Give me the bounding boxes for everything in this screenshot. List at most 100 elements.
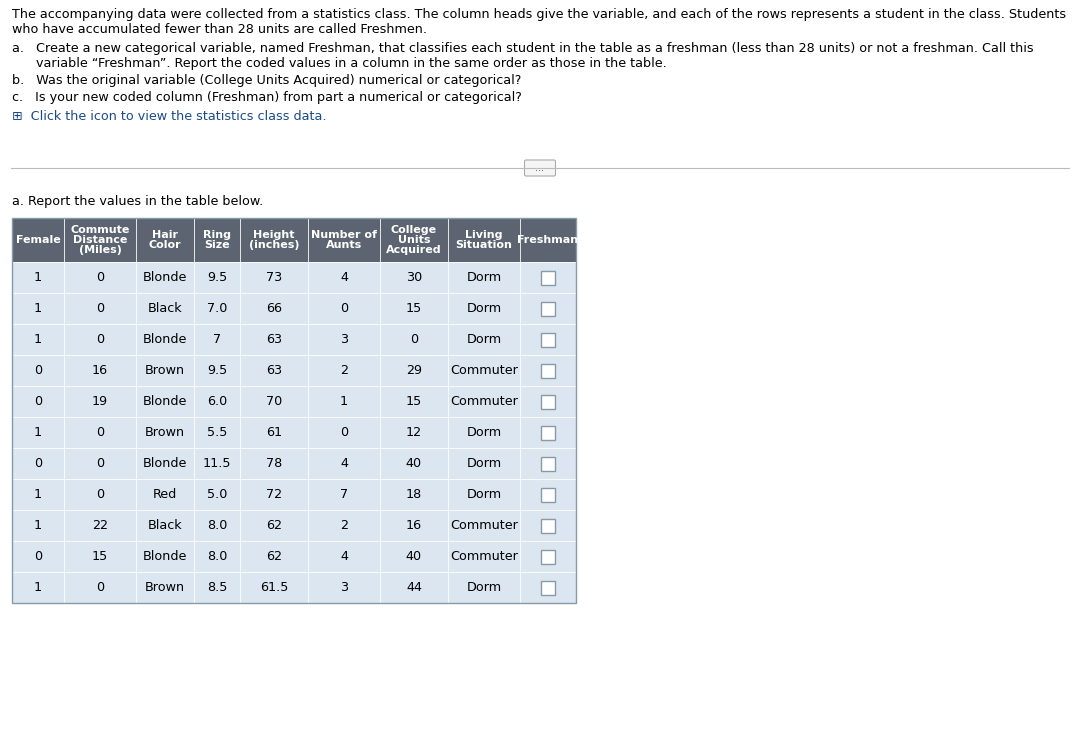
- FancyBboxPatch shape: [519, 510, 576, 541]
- FancyBboxPatch shape: [380, 417, 448, 448]
- Text: Brown: Brown: [145, 364, 185, 377]
- Text: 70: 70: [266, 395, 282, 408]
- FancyBboxPatch shape: [12, 324, 64, 355]
- FancyBboxPatch shape: [308, 218, 380, 262]
- FancyBboxPatch shape: [64, 218, 136, 262]
- FancyBboxPatch shape: [448, 218, 519, 262]
- FancyBboxPatch shape: [308, 293, 380, 324]
- FancyBboxPatch shape: [64, 262, 136, 293]
- Text: ...: ...: [536, 163, 544, 173]
- FancyBboxPatch shape: [240, 293, 308, 324]
- FancyBboxPatch shape: [240, 218, 308, 262]
- FancyBboxPatch shape: [541, 581, 555, 594]
- Text: 1: 1: [340, 395, 348, 408]
- FancyBboxPatch shape: [240, 355, 308, 386]
- Text: Freshman: Freshman: [517, 235, 579, 245]
- Text: 1: 1: [33, 488, 42, 501]
- Text: 22: 22: [92, 519, 108, 532]
- FancyBboxPatch shape: [136, 572, 194, 603]
- FancyBboxPatch shape: [519, 355, 576, 386]
- FancyBboxPatch shape: [136, 417, 194, 448]
- Text: (Miles): (Miles): [79, 245, 121, 255]
- FancyBboxPatch shape: [12, 417, 64, 448]
- FancyBboxPatch shape: [136, 386, 194, 417]
- FancyBboxPatch shape: [448, 262, 519, 293]
- Text: 8.0: 8.0: [206, 519, 227, 532]
- Text: Living: Living: [465, 230, 503, 240]
- Text: Blonde: Blonde: [143, 333, 187, 346]
- FancyBboxPatch shape: [519, 541, 576, 572]
- Text: Black: Black: [148, 302, 183, 315]
- Text: Dorm: Dorm: [467, 271, 501, 284]
- FancyBboxPatch shape: [380, 479, 448, 510]
- FancyBboxPatch shape: [240, 386, 308, 417]
- Text: 73: 73: [266, 271, 282, 284]
- Text: Number of: Number of: [311, 230, 377, 240]
- FancyBboxPatch shape: [541, 518, 555, 532]
- Text: 72: 72: [266, 488, 282, 501]
- FancyBboxPatch shape: [380, 510, 448, 541]
- Text: 0: 0: [96, 488, 104, 501]
- Text: 16: 16: [92, 364, 108, 377]
- Text: Commuter: Commuter: [450, 364, 518, 377]
- FancyBboxPatch shape: [308, 448, 380, 479]
- FancyBboxPatch shape: [448, 417, 519, 448]
- FancyBboxPatch shape: [308, 417, 380, 448]
- Text: 40: 40: [406, 457, 422, 470]
- FancyBboxPatch shape: [448, 572, 519, 603]
- FancyBboxPatch shape: [519, 572, 576, 603]
- FancyBboxPatch shape: [448, 479, 519, 510]
- FancyBboxPatch shape: [525, 160, 555, 176]
- Text: 4: 4: [340, 550, 348, 563]
- FancyBboxPatch shape: [541, 270, 555, 284]
- FancyBboxPatch shape: [194, 262, 240, 293]
- Text: Ring: Ring: [203, 230, 231, 240]
- FancyBboxPatch shape: [380, 541, 448, 572]
- FancyBboxPatch shape: [136, 510, 194, 541]
- Text: 0: 0: [33, 457, 42, 470]
- Text: 0: 0: [33, 395, 42, 408]
- Text: 44: 44: [406, 581, 422, 594]
- FancyBboxPatch shape: [541, 333, 555, 347]
- FancyBboxPatch shape: [64, 479, 136, 510]
- Text: Dorm: Dorm: [467, 426, 501, 439]
- FancyBboxPatch shape: [519, 386, 576, 417]
- FancyBboxPatch shape: [240, 262, 308, 293]
- Text: b.   Was the original variable (College Units Acquired) numerical or categorical: b. Was the original variable (College Un…: [12, 74, 522, 87]
- Text: 66: 66: [266, 302, 282, 315]
- FancyBboxPatch shape: [541, 394, 555, 408]
- Text: 61.5: 61.5: [260, 581, 288, 594]
- FancyBboxPatch shape: [541, 550, 555, 564]
- FancyBboxPatch shape: [194, 324, 240, 355]
- FancyBboxPatch shape: [519, 293, 576, 324]
- FancyBboxPatch shape: [194, 417, 240, 448]
- Text: 9.5: 9.5: [207, 271, 227, 284]
- FancyBboxPatch shape: [12, 479, 64, 510]
- FancyBboxPatch shape: [519, 324, 576, 355]
- Text: 12: 12: [406, 426, 422, 439]
- Text: Dorm: Dorm: [467, 302, 501, 315]
- Text: variable “Freshman”. Report the coded values in a column in the same order as th: variable “Freshman”. Report the coded va…: [12, 57, 666, 70]
- Text: 4: 4: [340, 271, 348, 284]
- Text: 15: 15: [406, 395, 422, 408]
- Text: 9.5: 9.5: [207, 364, 227, 377]
- Text: Height: Height: [253, 230, 295, 240]
- Text: Black: Black: [148, 519, 183, 532]
- Text: a.   Create a new categorical variable, named Freshman, that classifies each stu: a. Create a new categorical variable, na…: [12, 42, 1034, 55]
- FancyBboxPatch shape: [519, 479, 576, 510]
- FancyBboxPatch shape: [64, 572, 136, 603]
- FancyBboxPatch shape: [240, 479, 308, 510]
- Text: Dorm: Dorm: [467, 488, 501, 501]
- Text: 1: 1: [33, 271, 42, 284]
- FancyBboxPatch shape: [240, 541, 308, 572]
- Text: 8.5: 8.5: [206, 581, 227, 594]
- FancyBboxPatch shape: [519, 262, 576, 293]
- FancyBboxPatch shape: [12, 262, 64, 293]
- FancyBboxPatch shape: [64, 293, 136, 324]
- Text: 0: 0: [96, 271, 104, 284]
- FancyBboxPatch shape: [541, 425, 555, 440]
- Text: 2: 2: [340, 519, 348, 532]
- Text: 1: 1: [33, 581, 42, 594]
- Text: Dorm: Dorm: [467, 457, 501, 470]
- Text: Female: Female: [15, 235, 60, 245]
